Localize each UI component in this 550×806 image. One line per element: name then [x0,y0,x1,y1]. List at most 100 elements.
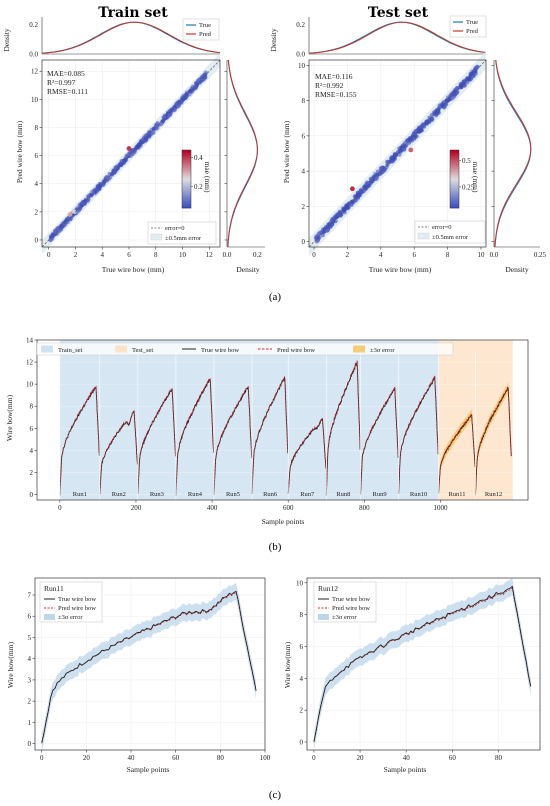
x-tick-label: 8 [446,251,450,259]
run-label: Run11 [448,491,465,498]
colorbar-segment [182,150,191,152]
run-label: Run10 [410,491,427,498]
data-point [393,152,398,157]
data-point [151,126,157,131]
run11-y-axis-label: Wire bow(mm) [6,641,15,688]
run-label: Run6 [263,491,278,498]
data-point [336,212,341,217]
colorbar-segment [182,174,191,177]
identity-line [308,59,487,248]
x-tick-label: 80 [495,754,503,762]
x-tick-label: 2 [74,251,78,259]
colorbar-frame [181,149,192,209]
density-tick-label: 0.2 [253,251,262,259]
test-x-axis-label: True wire bow (mm) [369,265,432,274]
colorbar-segment [182,167,191,170]
true-wire-bow-line [325,361,361,496]
colorbar-segment [450,152,459,155]
data-point [427,119,432,124]
y-tick-label: 4 [28,655,32,663]
colorbar-segment [450,176,459,178]
data-point [86,197,91,202]
outlier-point [71,209,77,215]
colorbar-segment [450,150,459,152]
legend-pred-wire-bow: Pred wire bow [58,605,96,612]
legend-error-band: ±0.5mm error [165,235,202,242]
data-point [202,72,207,78]
pred-wire-bow-line [59,385,100,495]
data-point [79,201,85,206]
y-tick-label: 0 [28,740,32,748]
colorbar-segment [450,184,459,187]
y-tick-label: 0 [35,236,39,244]
colorbar-segment [450,197,459,200]
true-density-curve [494,59,532,248]
data-point [444,98,449,103]
colorbar-segment [182,151,191,154]
pred-wire-bow-line [251,376,289,494]
colorbar-segment [450,170,459,173]
run11-legend-title: Run11 [44,584,64,593]
data-point [48,238,53,243]
y-tick-label: 8 [35,124,39,132]
density-tick-label: 0.2 [296,21,305,29]
colorbar-segment [182,199,191,202]
sigma-band [313,578,531,751]
data-point [444,102,449,107]
plot-frame [306,577,541,751]
colorbar-segment [450,155,459,158]
y-tick-label: 10 [26,381,34,389]
x-tick-label: 0 [312,251,316,259]
pred-wire-bow-line [287,417,327,493]
colorbar-segment [450,193,459,196]
colorbar-segment [182,163,191,165]
legend-train-set: Train_set [58,347,83,354]
x-tick-label: 12 [206,251,214,259]
x-tick-label: 80 [217,754,225,762]
run-label: Run12 [485,491,502,498]
legend-error-zero: error=0 [165,225,185,232]
colorbar-segment [450,174,459,177]
y-tick-label: 8 [302,97,306,105]
x-tick-label: 2 [346,251,350,259]
colorbar-segment [450,189,459,191]
colorbar-segment [182,205,191,207]
test-top-legend: True Pred [449,15,487,38]
data-point [150,130,156,135]
density-tick-label: 0.25 [534,251,547,259]
data-point [382,167,387,172]
data-point [325,228,330,233]
data-point [327,222,332,227]
colorbar-segment [182,177,191,180]
full-series-x-axis-label: Sample points [262,517,305,526]
data-point [130,148,135,153]
plot-frame [34,577,266,751]
legend-3sigma-error: ±3σ error [370,347,395,354]
colorbar-segment [182,186,191,188]
colorbar-segment [182,203,191,206]
legend-error-band: ±0.5mm error [432,234,469,241]
data-point [77,206,82,211]
colorbar-segment [182,202,191,204]
density-tick-label: 0.0 [29,51,38,59]
run-label: Run3 [150,491,164,498]
colorbar-segment [182,196,191,199]
train-scatter-plot: 00 2 2 4 4 6 6 8 8 10 10 12 12 [31,52,221,259]
legend-test-set: Test_set [132,347,153,354]
y-tick-label: 4 [302,168,306,176]
data-point [134,145,139,150]
colorbar-segment [450,168,459,171]
y-tick-label: 10 [298,62,306,70]
caption-c: (c) [269,789,282,801]
train-r2-metric: R²=0.997 [47,78,76,87]
run11-plot: 0 20 40 60 80 100 0 1 2 3 4 5 6 7 [28,577,271,762]
y-tick-label: 1 [28,719,32,727]
y-tick-label: 2 [35,208,39,216]
pred-wire-bow-line [398,375,439,494]
colorbar-segment [182,158,191,161]
run-label: Run4 [188,491,203,498]
data-point [184,91,190,97]
x-tick-label: 600 [283,504,294,512]
legend-true-wire-bow: True wire bow [332,596,370,603]
